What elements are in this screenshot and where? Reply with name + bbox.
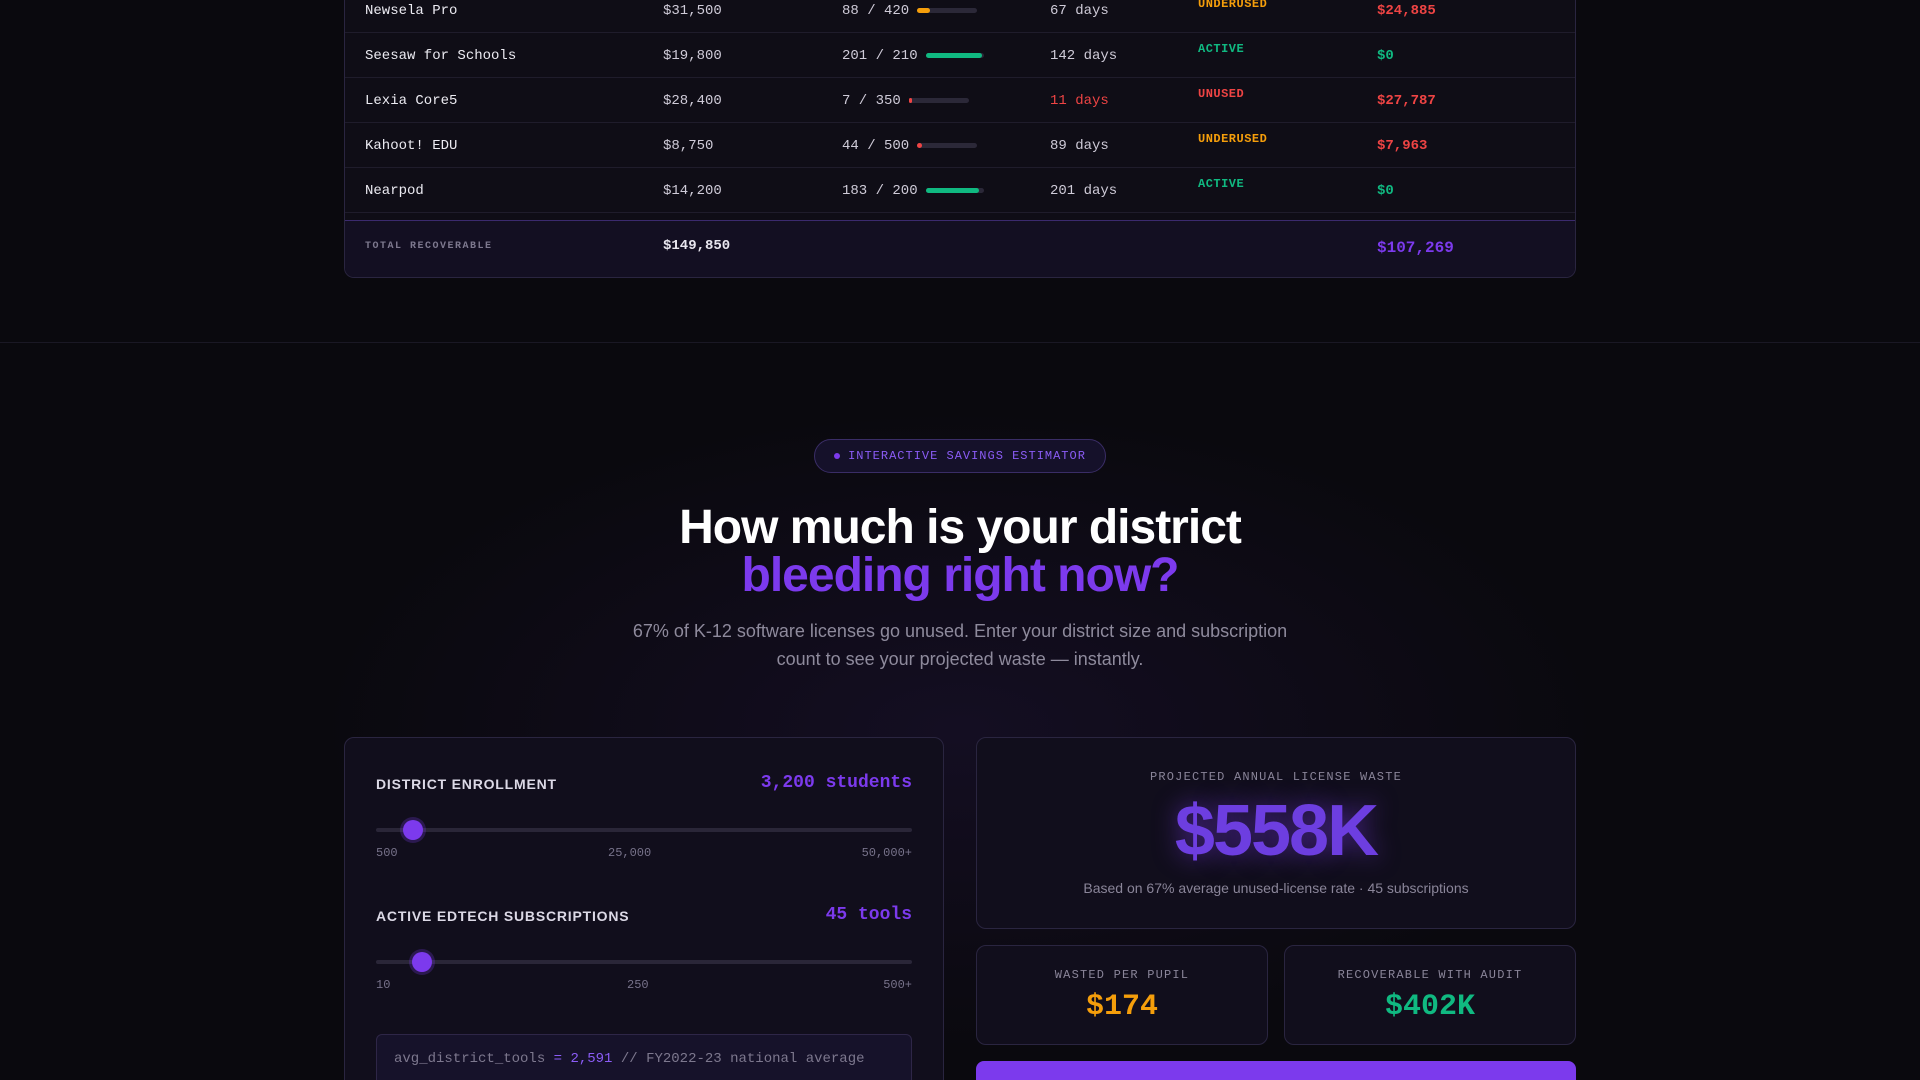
dot-icon: [834, 453, 841, 459]
waste-amount: $7,963: [1377, 137, 1428, 154]
code-operator: =: [553, 1051, 563, 1067]
code-number: 2,591: [570, 1051, 613, 1067]
projected-waste-label: PROJECTED ANNUAL LICENSE WASTE: [1149, 770, 1403, 784]
recoverable-label: RECOVERABLE WITH AUDIT: [1337, 968, 1523, 982]
headline-line-2: bleeding right now?: [741, 549, 1180, 602]
total-cost: $149,850: [663, 238, 731, 254]
tool-name: Newsela Pro: [365, 2, 458, 19]
seat-count: 201 / 210: [842, 47, 918, 64]
seat-usage: 88 / 420: [842, 0, 978, 33]
enrollment-value: 3,200 students: [760, 773, 912, 793]
subscriptions-tick-min: 10: [376, 978, 391, 992]
subscriptions-tick-max: 500+: [883, 978, 912, 992]
enrollment-tick-min: 500: [376, 846, 398, 860]
estimator-badge: INTERACTIVE SAVINGS ESTIMATOR: [814, 439, 1106, 473]
subscriptions-tick-mid: 250: [627, 978, 649, 992]
status-badge: UNDERUSED: [1198, 132, 1268, 146]
waste-amount: $0: [1377, 182, 1394, 199]
benchmark-code-note: avg_district_tools = 2,591 // FY2022-23 …: [376, 1034, 912, 1080]
last-used: 89 days: [1050, 137, 1109, 154]
status-badge: UNUSED: [1198, 87, 1245, 101]
status-badge: UNDERUSED: [1198, 0, 1268, 11]
table-row: Nearpod $14,200 183 / 200 201 days ACTIVE $0: [345, 168, 1575, 213]
waste-amount: $0: [1377, 47, 1394, 64]
table-row: Seesaw for Schools $19,800 201 / 210 142 da…: [345, 33, 1575, 78]
code-comment: // FY2022-23 national average: [620, 1051, 865, 1067]
usage-bar-fill: [917, 143, 923, 148]
last-used: 67 days: [1050, 2, 1109, 19]
headline-subtext: 67% of K-12 software licenses go unused.…: [632, 621, 1288, 669]
seat-usage: 183 / 200: [842, 168, 984, 213]
last-used: 201 days: [1050, 182, 1118, 199]
usage-bar: [917, 143, 978, 148]
section-divider: [0, 342, 1920, 343]
recoverable-value: $402K: [1384, 990, 1475, 1024]
status-badge: ACTIVE: [1198, 42, 1245, 56]
usage-bar: [925, 188, 984, 193]
waste-amount: $24,885: [1377, 2, 1436, 19]
last-used: 142 days: [1050, 47, 1118, 64]
total-label: TOTAL RECOVERABLE: [365, 241, 493, 252]
tool-name: Seesaw for Schools: [365, 47, 517, 64]
table-row: Lexia Core5 $28,400 7 / 350 11 days UNUSED $2…: [345, 78, 1575, 123]
usage-bar-fill: [925, 188, 979, 193]
estimator-inputs-panel: DISTRICT ENROLLMENT 3,200 students 500 2…: [344, 737, 944, 1080]
enrollment-slider[interactable]: [376, 820, 912, 840]
code-variable: avg_district_tools: [394, 1051, 546, 1067]
tool-name: Nearpod: [365, 182, 424, 199]
seat-count: 183 / 200: [842, 182, 918, 199]
enrollment-label: DISTRICT ENROLLMENT: [376, 776, 557, 792]
subscriptions-slider-thumb[interactable]: [412, 952, 433, 972]
subscriptions-value: 45 tools: [825, 905, 912, 925]
annual-cost: $14,200: [663, 182, 722, 199]
enrollment-slider-thumb[interactable]: [402, 820, 423, 840]
subscriptions-label: ACTIVE EDTECH SUBSCRIPTIONS: [376, 908, 630, 924]
cta-button[interactable]: [976, 1061, 1576, 1080]
annual-cost: $19,800: [663, 47, 722, 64]
recoverable-card: RECOVERABLE WITH AUDIT $402K: [1284, 945, 1576, 1045]
projected-waste-card: PROJECTED ANNUAL LICENSE WASTE $558K Bas…: [976, 737, 1576, 929]
seat-usage: 44 / 500: [842, 123, 978, 168]
seat-usage: 201 / 210: [842, 33, 984, 78]
last-used: 11 days: [1050, 92, 1109, 109]
annual-cost: $31,500: [663, 2, 722, 19]
license-audit-table: Newsela Pro $31,500 88 / 420 67 days UNDERUS…: [344, 0, 1576, 278]
annual-cost: $8,750: [663, 137, 714, 154]
usage-bar-fill: [917, 8, 931, 13]
per-pupil-value: $174: [1085, 990, 1158, 1024]
per-pupil-label: WASTED PER PUPIL: [1054, 968, 1190, 982]
seat-count: 7 / 350: [842, 92, 901, 109]
waste-amount: $27,787: [1377, 92, 1436, 109]
usage-bar: [917, 8, 978, 13]
annual-cost: $28,400: [663, 92, 722, 109]
table-row: Newsela Pro $31,500 88 / 420 67 days UNDERUS…: [345, 0, 1575, 33]
seat-count: 44 / 500: [842, 137, 910, 154]
tool-name: Lexia Core5: [365, 92, 458, 109]
table-row: Kahoot! EDU $8,750 44 / 500 89 days UNDERUSE…: [345, 123, 1575, 168]
estimator-badge-label: INTERACTIVE SAVINGS ESTIMATOR: [848, 449, 1086, 463]
subscriptions-slider[interactable]: [376, 952, 912, 972]
seat-count: 88 / 420: [842, 2, 910, 19]
projected-waste-value: $558K: [1174, 791, 1379, 871]
projected-waste-note: Based on 67% average unused-license rate…: [1083, 880, 1469, 896]
usage-bar-fill: [908, 98, 912, 103]
total-recoverable: $107,269: [1377, 239, 1454, 257]
usage-bar: [925, 53, 984, 58]
enrollment-tick-max: 50,000+: [861, 846, 912, 860]
usage-bar: [908, 98, 969, 103]
usage-bar-fill: [925, 53, 982, 58]
headline-line-1: How much is your district: [679, 501, 1242, 554]
per-pupil-card: WASTED PER PUPIL $174: [976, 945, 1268, 1045]
seat-usage: 7 / 350: [842, 78, 969, 123]
total-row: TOTAL RECOVERABLE $149,850 $107,269: [345, 220, 1575, 277]
enrollment-tick-mid: 25,000: [608, 846, 652, 860]
tool-name: Kahoot! EDU: [365, 137, 458, 154]
status-badge: ACTIVE: [1198, 177, 1245, 191]
